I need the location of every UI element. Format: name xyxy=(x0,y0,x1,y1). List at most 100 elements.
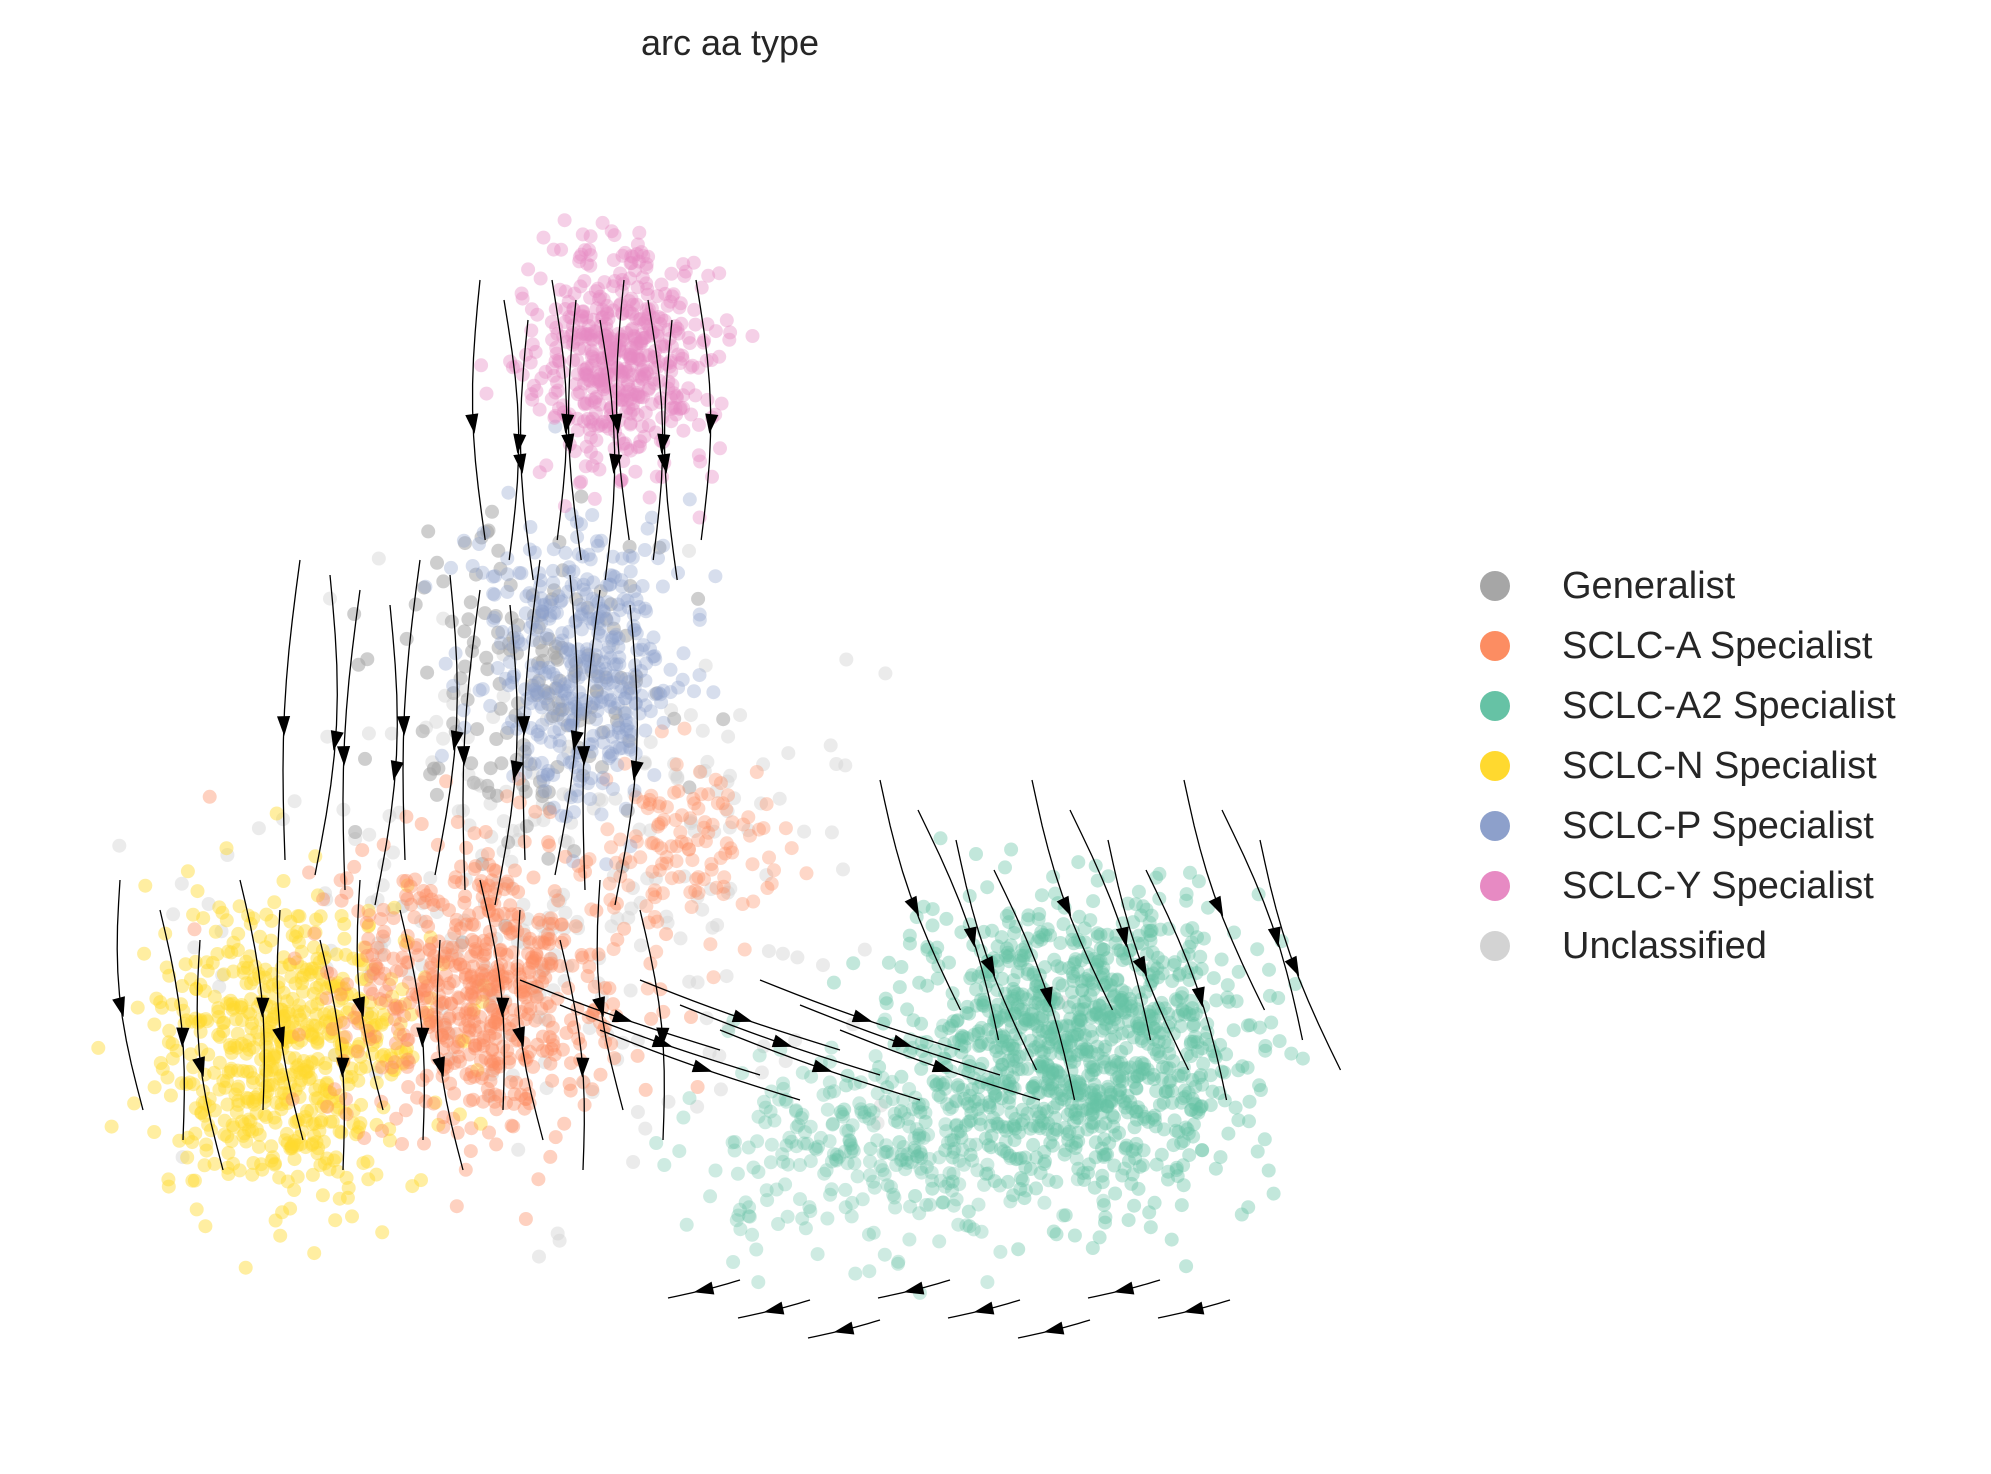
scatter-point xyxy=(1183,865,1197,880)
scatter-point xyxy=(464,1121,479,1136)
scatter-point xyxy=(318,886,333,901)
scatter-point xyxy=(414,914,429,929)
scatter-point xyxy=(632,706,647,721)
scatter-point xyxy=(442,976,457,991)
scatter-point xyxy=(535,717,550,732)
scatter-point xyxy=(365,1038,380,1053)
scatter-point xyxy=(368,957,383,972)
scatter-point xyxy=(722,820,737,835)
scatter-point xyxy=(659,356,674,371)
scatter-point xyxy=(297,968,311,983)
scatter-point xyxy=(525,337,540,352)
scatter-point xyxy=(548,408,563,423)
scatter-point xyxy=(568,377,583,392)
scatter-point xyxy=(619,364,634,379)
scatter-point xyxy=(220,996,235,1011)
scatter-point xyxy=(440,980,455,995)
scatter-point xyxy=(479,937,494,951)
scatter-point xyxy=(626,250,641,264)
scatter-point xyxy=(375,1015,389,1030)
legend-item: SCLC-N Specialist xyxy=(1480,736,1896,796)
scatter-point xyxy=(245,1167,260,1182)
scatter-point xyxy=(1115,990,1129,1005)
scatter-point xyxy=(334,909,349,923)
scatter-point xyxy=(902,1119,917,1134)
scatter-point xyxy=(1075,983,1090,998)
scatter-point xyxy=(579,587,594,602)
scatter-point xyxy=(410,938,425,953)
scatter-point xyxy=(989,1026,1003,1041)
scatter-point xyxy=(385,902,400,917)
scatter-point xyxy=(1131,1100,1145,1115)
scatter-point xyxy=(615,392,630,407)
scatter-point xyxy=(207,1065,222,1080)
scatter-point xyxy=(845,1118,860,1133)
scatter-point xyxy=(826,975,841,990)
scatter-point xyxy=(587,371,602,386)
scatter-point xyxy=(583,414,598,429)
scatter-point xyxy=(522,1044,537,1059)
scatter-point xyxy=(1102,1136,1117,1151)
scatter-point xyxy=(514,286,529,301)
scatter-point xyxy=(273,1069,288,1084)
scatter-point xyxy=(1040,1077,1055,1092)
scatter-point xyxy=(574,327,589,342)
scatter-point xyxy=(622,271,637,286)
scatter-point xyxy=(575,549,590,564)
scatter-point xyxy=(646,372,661,387)
scatter-point xyxy=(723,841,738,856)
scatter-point xyxy=(234,998,249,1012)
scatter-point xyxy=(719,969,734,984)
scatter-point xyxy=(329,947,344,962)
scatter-point xyxy=(663,294,678,309)
scatter-point xyxy=(598,335,612,350)
scatter-point xyxy=(596,603,611,618)
scatter-point xyxy=(574,948,589,962)
scatter-point xyxy=(571,547,586,562)
scatter-point xyxy=(713,1082,728,1097)
scatter-point xyxy=(585,349,599,364)
scatter-point xyxy=(501,721,516,735)
scatter-point xyxy=(189,981,204,996)
scatter-point xyxy=(500,874,515,889)
scatter-point xyxy=(577,362,591,377)
scatter-point xyxy=(599,772,614,787)
scatter-point xyxy=(844,1209,859,1224)
scatter-point xyxy=(514,566,529,581)
scatter-point xyxy=(238,1038,253,1053)
scatter-point xyxy=(289,1064,304,1079)
scatter-point xyxy=(318,1015,333,1030)
scatter-point xyxy=(462,1047,477,1062)
scatter-point xyxy=(524,387,539,402)
scatter-point xyxy=(205,955,220,970)
scatter-point xyxy=(595,776,610,791)
scatter-point xyxy=(577,341,592,356)
scatter-point xyxy=(637,367,652,382)
scatter-point xyxy=(725,845,740,860)
scatter-point xyxy=(500,567,515,582)
scatter-point xyxy=(574,607,589,622)
scatter-point xyxy=(511,696,525,711)
scatter-point xyxy=(308,1018,323,1033)
scatter-point xyxy=(572,385,587,400)
scatter-point xyxy=(394,1045,409,1060)
scatter-point xyxy=(595,310,610,325)
scatter-point xyxy=(592,367,607,382)
scatter-point xyxy=(349,1127,364,1142)
scatter-point xyxy=(1120,1088,1135,1103)
scatter-point xyxy=(1149,1084,1164,1098)
scatter-point xyxy=(507,624,522,639)
scatter-point xyxy=(422,943,437,958)
scatter-point xyxy=(252,1127,267,1142)
scatter-point xyxy=(579,646,594,661)
scatter-point xyxy=(185,1135,200,1150)
scatter-point xyxy=(866,1225,881,1240)
scatter-point xyxy=(283,1067,298,1082)
scatter-point xyxy=(325,1025,340,1040)
scatter-point xyxy=(798,1221,813,1236)
scatter-point xyxy=(441,942,456,957)
scatter-point xyxy=(664,339,679,354)
scatter-point xyxy=(448,958,463,973)
scatter-point xyxy=(320,1099,335,1114)
scatter-point xyxy=(606,279,621,294)
